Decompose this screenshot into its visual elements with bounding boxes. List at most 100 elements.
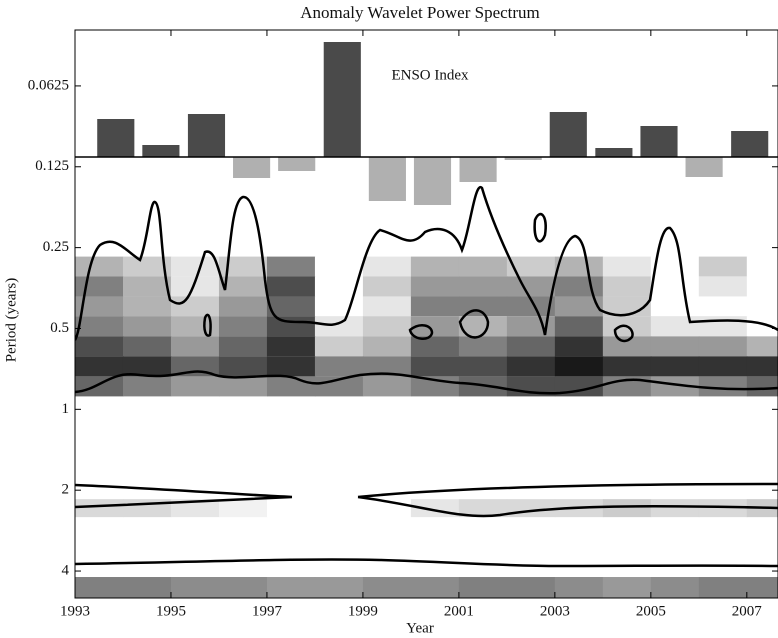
enso-bar: [233, 157, 271, 178]
heat-cell: [314, 577, 364, 598]
heat-cell: [458, 256, 508, 277]
heat-cell: [554, 316, 604, 337]
heat-cell: [602, 356, 652, 377]
heat-cell: [698, 276, 748, 297]
heat-cell: [170, 499, 220, 518]
heat-cell: [554, 577, 604, 598]
heat-cell: [650, 577, 700, 598]
heat-cell: [266, 376, 316, 397]
heat-cell: [218, 356, 268, 377]
y-tick-label: 0.25: [43, 239, 69, 255]
heat-cell: [746, 256, 778, 277]
heat-cell: [506, 356, 556, 377]
heat-cell: [170, 276, 220, 297]
heat-cell: [746, 356, 778, 377]
heat-cell: [218, 577, 268, 598]
heat-cell: [698, 296, 748, 317]
heat-cell: [218, 336, 268, 357]
heat-cell: [362, 577, 412, 598]
heat-cell: [362, 256, 412, 277]
heat-cell: [170, 577, 220, 598]
enso-bar: [368, 157, 406, 201]
heat-cell: [650, 499, 700, 518]
heat-cell: [266, 316, 316, 337]
heat-cell: [362, 296, 412, 317]
heat-cell: [746, 296, 778, 317]
x-tick-label: 1999: [348, 603, 378, 619]
heat-cell: [314, 316, 364, 337]
heat-cell: [506, 256, 556, 277]
heat-cell: [266, 336, 316, 357]
heat-cell: [410, 577, 460, 598]
contour: [613, 324, 634, 343]
heat-cell: [266, 276, 316, 297]
heat-cell: [698, 376, 748, 397]
heat-cell: [410, 336, 460, 357]
heat-cell: [602, 336, 652, 357]
heat-cell: [554, 296, 604, 317]
heat-cell: [554, 256, 604, 277]
y-tick-label: 0.0625: [28, 77, 69, 93]
enso-bar: [413, 157, 452, 205]
heat-cell: [458, 336, 508, 357]
heat-cell: [122, 256, 172, 277]
contour: [533, 212, 547, 243]
heat-cell: [746, 336, 778, 357]
heat-cell: [362, 336, 412, 357]
heat-cell: [650, 376, 700, 397]
heat-cell: [458, 499, 508, 518]
enso-bar: [685, 157, 723, 177]
heat-cell: [698, 316, 748, 337]
heat-cell: [746, 276, 778, 297]
heat-cell: [122, 376, 172, 397]
chart-title: Anomaly Wavelet Power Spectrum: [300, 3, 540, 22]
heat-cell: [122, 577, 172, 598]
heat-cell: [362, 276, 412, 297]
heat-cell: [75, 499, 124, 518]
contour: [75, 482, 778, 518]
x-tick-label: 2005: [636, 603, 666, 619]
heat-cell: [314, 276, 364, 297]
enso-bar: [459, 157, 497, 182]
heat-cell: [458, 356, 508, 377]
contour: [203, 313, 212, 337]
heat-cell: [266, 256, 316, 277]
heat-cell: [362, 376, 412, 397]
heat-cell: [75, 256, 124, 277]
x-tick-label: 2007: [732, 603, 763, 619]
heat-cell: [122, 356, 172, 377]
heat-cell: [746, 577, 778, 598]
y-axis-label: Period (years): [3, 278, 19, 363]
heat-cell: [746, 376, 778, 397]
heat-cell: [698, 336, 748, 357]
heat-cell: [122, 276, 172, 297]
x-tick-label: 2001: [444, 603, 474, 619]
heat-cell: [506, 577, 556, 598]
heat-cell: [362, 316, 412, 337]
heat-cell: [554, 276, 604, 297]
heat-cell: [75, 296, 124, 317]
y-tick-label: 0.5: [50, 320, 69, 336]
x-tick-label: 2003: [540, 603, 570, 619]
heat-cell: [122, 296, 172, 317]
heat-cell: [314, 336, 364, 357]
heat-cell: [602, 276, 652, 297]
heat-cell: [218, 276, 268, 297]
heat-cell: [170, 316, 220, 337]
enso-bars: [97, 42, 769, 205]
significance-contours: [75, 186, 778, 568]
enso-bar: [142, 145, 180, 157]
enso-bar: [731, 131, 769, 157]
heat-cell: [75, 276, 124, 297]
heat-cell: [362, 356, 412, 377]
heat-cell: [266, 296, 316, 317]
heat-cell: [218, 296, 268, 317]
heat-cell: [506, 336, 556, 357]
enso-bar: [97, 119, 135, 157]
y-tick-label: 4: [62, 562, 70, 578]
heat-cell: [75, 336, 124, 357]
heat-cell: [170, 336, 220, 357]
heat-cell: [218, 256, 268, 277]
heat-cell: [410, 296, 460, 317]
